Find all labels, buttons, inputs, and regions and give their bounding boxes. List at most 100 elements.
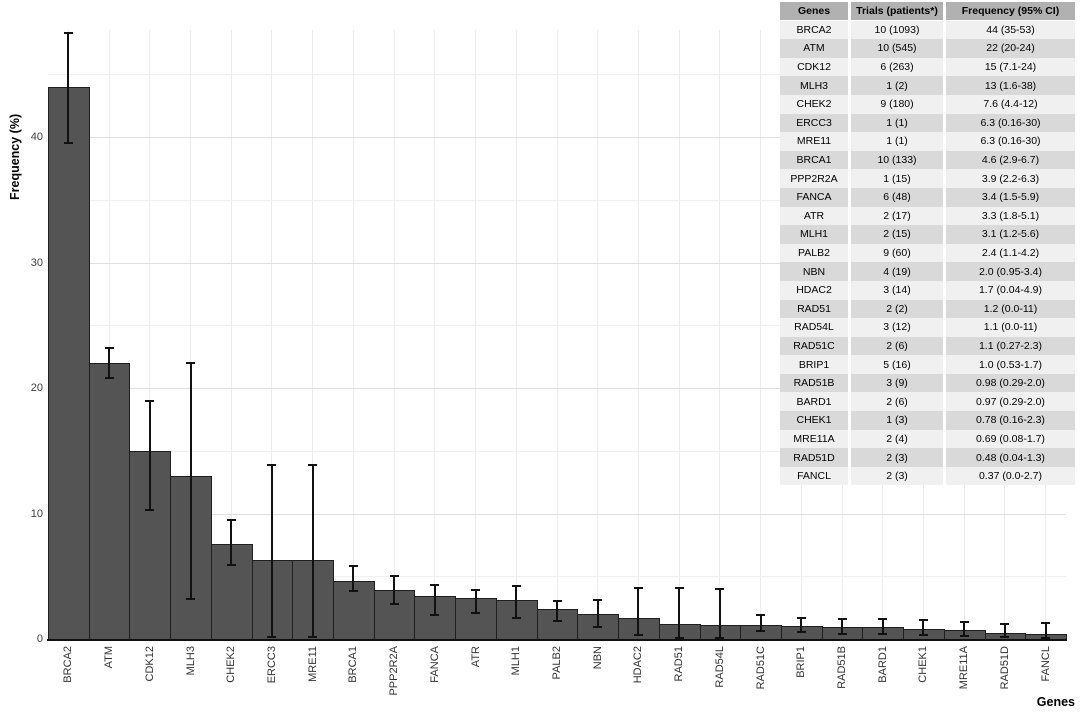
table-cell: FANCA xyxy=(780,187,848,207)
error-bar-cap-top xyxy=(959,621,969,624)
error-bar-chek1 xyxy=(922,620,925,636)
table-row: BRIP1 5 (16) 1.0 (0.53-1.7) xyxy=(780,355,1075,374)
table-cell: MLH3 xyxy=(780,76,848,95)
error-bar-cap-bottom xyxy=(267,635,277,638)
table-cell: 44 (35-53) xyxy=(943,20,1075,40)
error-bar-rad51 xyxy=(678,587,681,639)
error-bar-rad51c xyxy=(759,615,762,632)
error-bar-cap-bottom xyxy=(715,637,725,640)
x-label-rad51d: RAD51D xyxy=(998,646,1011,690)
table-cell: ATR xyxy=(780,206,848,226)
table-cell: 4 (19) xyxy=(848,262,943,281)
x-label-mlh1: MLH1 xyxy=(510,646,523,676)
vertical-gridline xyxy=(556,30,558,639)
table-cell: 3 (9) xyxy=(848,373,943,393)
table-cell: CHEK1 xyxy=(780,411,848,430)
error-bar-cap-bottom xyxy=(430,614,440,617)
error-bar-cap-top xyxy=(674,586,684,589)
error-bar-brca2 xyxy=(67,32,70,144)
table-cell: 6 (48) xyxy=(848,187,943,207)
table-row: RAD51 2 (2) 1.2 (0.0-11) xyxy=(780,299,1075,319)
major-gridline xyxy=(48,137,1066,138)
table-cell: CHEK2 xyxy=(780,94,848,114)
table-row: RAD54L 3 (12) 1.1 (0.0-11) xyxy=(780,318,1075,337)
table-row: CHEK2 9 (180) 7.6 (4.4-12) xyxy=(780,94,1075,114)
error-bar-brca1 xyxy=(352,566,355,592)
error-bar-cap-bottom xyxy=(1000,636,1010,639)
table-cell: 6.3 (0.16-30) xyxy=(943,132,1075,151)
error-bar-cap-bottom xyxy=(145,508,155,511)
error-bar-cap-top xyxy=(308,463,318,466)
table-cell: 2 (15) xyxy=(848,225,943,244)
table-cell: 1.7 (0.04-4.9) xyxy=(943,280,1075,300)
error-bar-nbn xyxy=(596,600,599,628)
table-cell: RAD51C xyxy=(780,336,848,356)
error-bar-cap-top xyxy=(633,586,643,589)
table-cell: RAD51B xyxy=(780,373,848,393)
table-cell: PALB2 xyxy=(780,243,848,263)
table-row: MRE11 1 (1) 6.3 (0.16-30) xyxy=(780,132,1075,151)
x-label-mre11: MRE11 xyxy=(306,646,319,682)
error-bar-cap-bottom xyxy=(918,634,928,637)
table-cell: MRE11 xyxy=(780,132,848,151)
error-bar-fancl xyxy=(1044,622,1047,638)
error-bar-cap-bottom xyxy=(63,142,73,145)
error-bar-cap-top xyxy=(267,463,277,466)
x-label-rad51: RAD51 xyxy=(673,646,686,682)
error-bar-ppp2r2a xyxy=(393,576,396,604)
table-cell: 3 (12) xyxy=(848,318,943,337)
table-cell: 1.2 (0.0-11) xyxy=(943,299,1075,319)
table-cell: FANCL xyxy=(780,466,848,486)
error-bar-cap-top xyxy=(471,589,481,592)
gene-frequency-table: Genes Trials (patients*) Frequency (95% CI… xyxy=(780,2,1075,486)
table-cell: 2 (4) xyxy=(848,429,943,449)
y-tick-label-20: 20 xyxy=(30,382,43,394)
table-cell: 3.3 (1.8-5.1) xyxy=(943,206,1075,226)
table-cell: 2 (6) xyxy=(848,392,943,412)
x-label-fancl: FANCL xyxy=(1039,646,1052,682)
minor-gridline xyxy=(48,199,1066,201)
table-cell: 9 (60) xyxy=(848,243,943,263)
minor-gridline xyxy=(48,74,1066,76)
table-row: ATR 2 (17) 3.3 (1.8-5.1) xyxy=(780,206,1075,226)
bar-mlh1 xyxy=(495,600,538,639)
error-bar-cap-top xyxy=(837,617,847,620)
error-bar-mre11 xyxy=(311,464,314,637)
table-row: BARD1 2 (6) 0.97 (0.29-2.0) xyxy=(780,392,1075,412)
error-bar-mre11a xyxy=(963,622,966,636)
error-bar-cap-bottom xyxy=(593,626,603,629)
table-cell: RAD51 xyxy=(780,299,848,319)
major-gridline xyxy=(48,262,1066,264)
table-cell: 15 (7.1-24) xyxy=(943,57,1075,77)
table-cell: CDK12 xyxy=(780,57,848,77)
error-bar-cap-bottom xyxy=(471,611,481,614)
y-tick-label-0: 0 xyxy=(36,633,43,645)
major-gridline xyxy=(48,388,1066,389)
table-cell: 6 (263) xyxy=(848,57,943,77)
table-cell: 0.98 (0.29-2.0) xyxy=(943,373,1075,393)
table-header: Genes Trials (patients*) Frequency (95% CI… xyxy=(780,2,1075,21)
table-cell: 1.0 (0.53-1.7) xyxy=(943,355,1075,374)
table-row: ERCC3 1 (1) 6.3 (0.16-30) xyxy=(780,113,1075,133)
table-cell: 2.4 (1.1-4.2) xyxy=(943,243,1075,263)
error-bar-cap-top xyxy=(918,619,928,622)
table-row: MLH1 2 (15) 3.1 (1.2-5.6) xyxy=(780,225,1075,244)
table-cell: 0.69 (0.08-1.7) xyxy=(943,429,1075,449)
table-cell: 9 (180) xyxy=(848,94,943,114)
table-cell: 0.78 (0.16-2.3) xyxy=(943,411,1075,430)
x-label-hdac2: HDAC2 xyxy=(632,646,645,684)
x-label-chek2: CHEK2 xyxy=(225,646,238,683)
vertical-gridline xyxy=(230,30,232,639)
vertical-gridline xyxy=(271,30,273,639)
error-bar-brip1 xyxy=(800,617,803,633)
x-label-rad54l: RAD54L xyxy=(713,646,726,688)
table-cell: BRIP1 xyxy=(780,355,848,374)
error-bar-cap-bottom xyxy=(878,632,888,635)
error-bar-atm xyxy=(108,347,111,378)
table-cell: 2 (3) xyxy=(848,448,943,467)
error-bar-bard1 xyxy=(881,618,884,634)
bar-atm xyxy=(88,362,131,639)
table-header-cell: Trials (patients*) xyxy=(848,2,943,21)
table-cell: 10 (1093) xyxy=(848,20,943,40)
